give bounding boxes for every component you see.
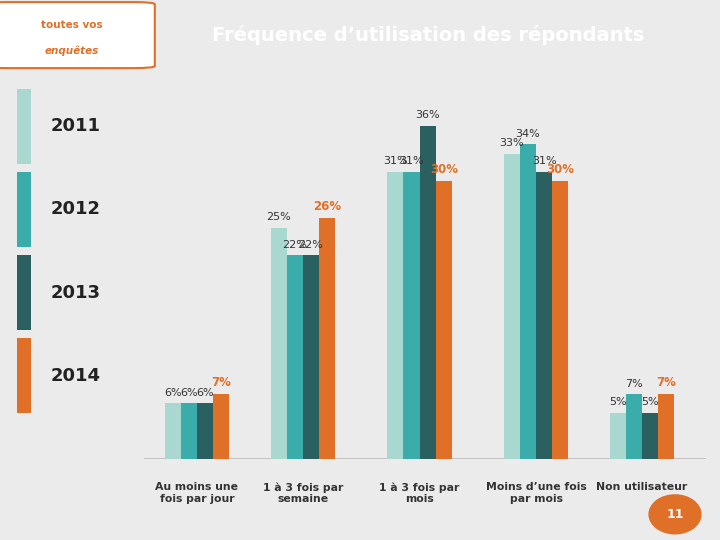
Bar [17,172,31,247]
Text: 1 à 3 fois par
semaine: 1 à 3 fois par semaine [263,482,343,504]
Bar [165,403,181,459]
Text: 6%: 6% [180,388,198,398]
Text: 25%: 25% [266,212,291,222]
Text: 7%: 7% [625,379,643,389]
Bar [287,255,303,459]
Text: Moins d’une fois
par mois: Moins d’une fois par mois [486,482,586,504]
Text: 22%: 22% [299,240,323,250]
Text: 2011: 2011 [50,117,101,136]
Text: Non utilisateur: Non utilisateur [596,482,688,492]
FancyBboxPatch shape [0,2,155,68]
Bar [536,172,552,459]
Bar [403,172,420,459]
Text: 5%: 5% [642,397,659,407]
Text: 7%: 7% [212,376,231,389]
Bar [658,394,675,459]
Text: 31%: 31% [383,157,408,166]
Bar [213,394,230,459]
Bar [271,227,287,459]
Text: 6%: 6% [197,388,214,398]
Bar [181,403,197,459]
Bar [503,153,520,459]
Text: 2012: 2012 [50,200,101,219]
Text: 2013: 2013 [50,284,101,302]
Text: 7%: 7% [657,376,676,389]
Bar [319,218,336,459]
Text: 30%: 30% [430,163,458,176]
Bar [420,126,436,459]
Text: 33%: 33% [500,138,524,148]
Text: 30%: 30% [546,163,575,176]
Bar [610,413,626,459]
Bar [17,255,31,330]
Text: 11: 11 [666,508,684,521]
Text: 2014: 2014 [50,367,101,385]
Text: toutes vos: toutes vos [41,19,103,30]
Text: 26%: 26% [313,200,341,213]
Text: 31%: 31% [399,157,423,166]
Bar [626,394,642,459]
Text: Au moins une
fois par jour: Au moins une fois par jour [156,482,238,504]
Bar [436,181,452,459]
Bar [552,181,569,459]
Bar [520,144,536,459]
Text: 6%: 6% [164,388,181,398]
Bar [17,339,31,413]
Text: 31%: 31% [532,157,557,166]
Text: Fréquence d’utilisation des répondants: Fréquence d’utilisation des répondants [212,25,644,45]
Bar [197,403,213,459]
Bar [303,255,319,459]
Bar [642,413,658,459]
Bar [17,89,31,164]
Text: 5%: 5% [609,397,626,407]
Bar [387,172,403,459]
Text: enquêtes: enquêtes [45,45,99,56]
Text: 34%: 34% [516,129,540,139]
Text: 36%: 36% [415,110,440,120]
Text: 1 à 3 fois par
mois: 1 à 3 fois par mois [379,482,459,504]
Text: 22%: 22% [282,240,307,250]
Circle shape [649,495,701,534]
